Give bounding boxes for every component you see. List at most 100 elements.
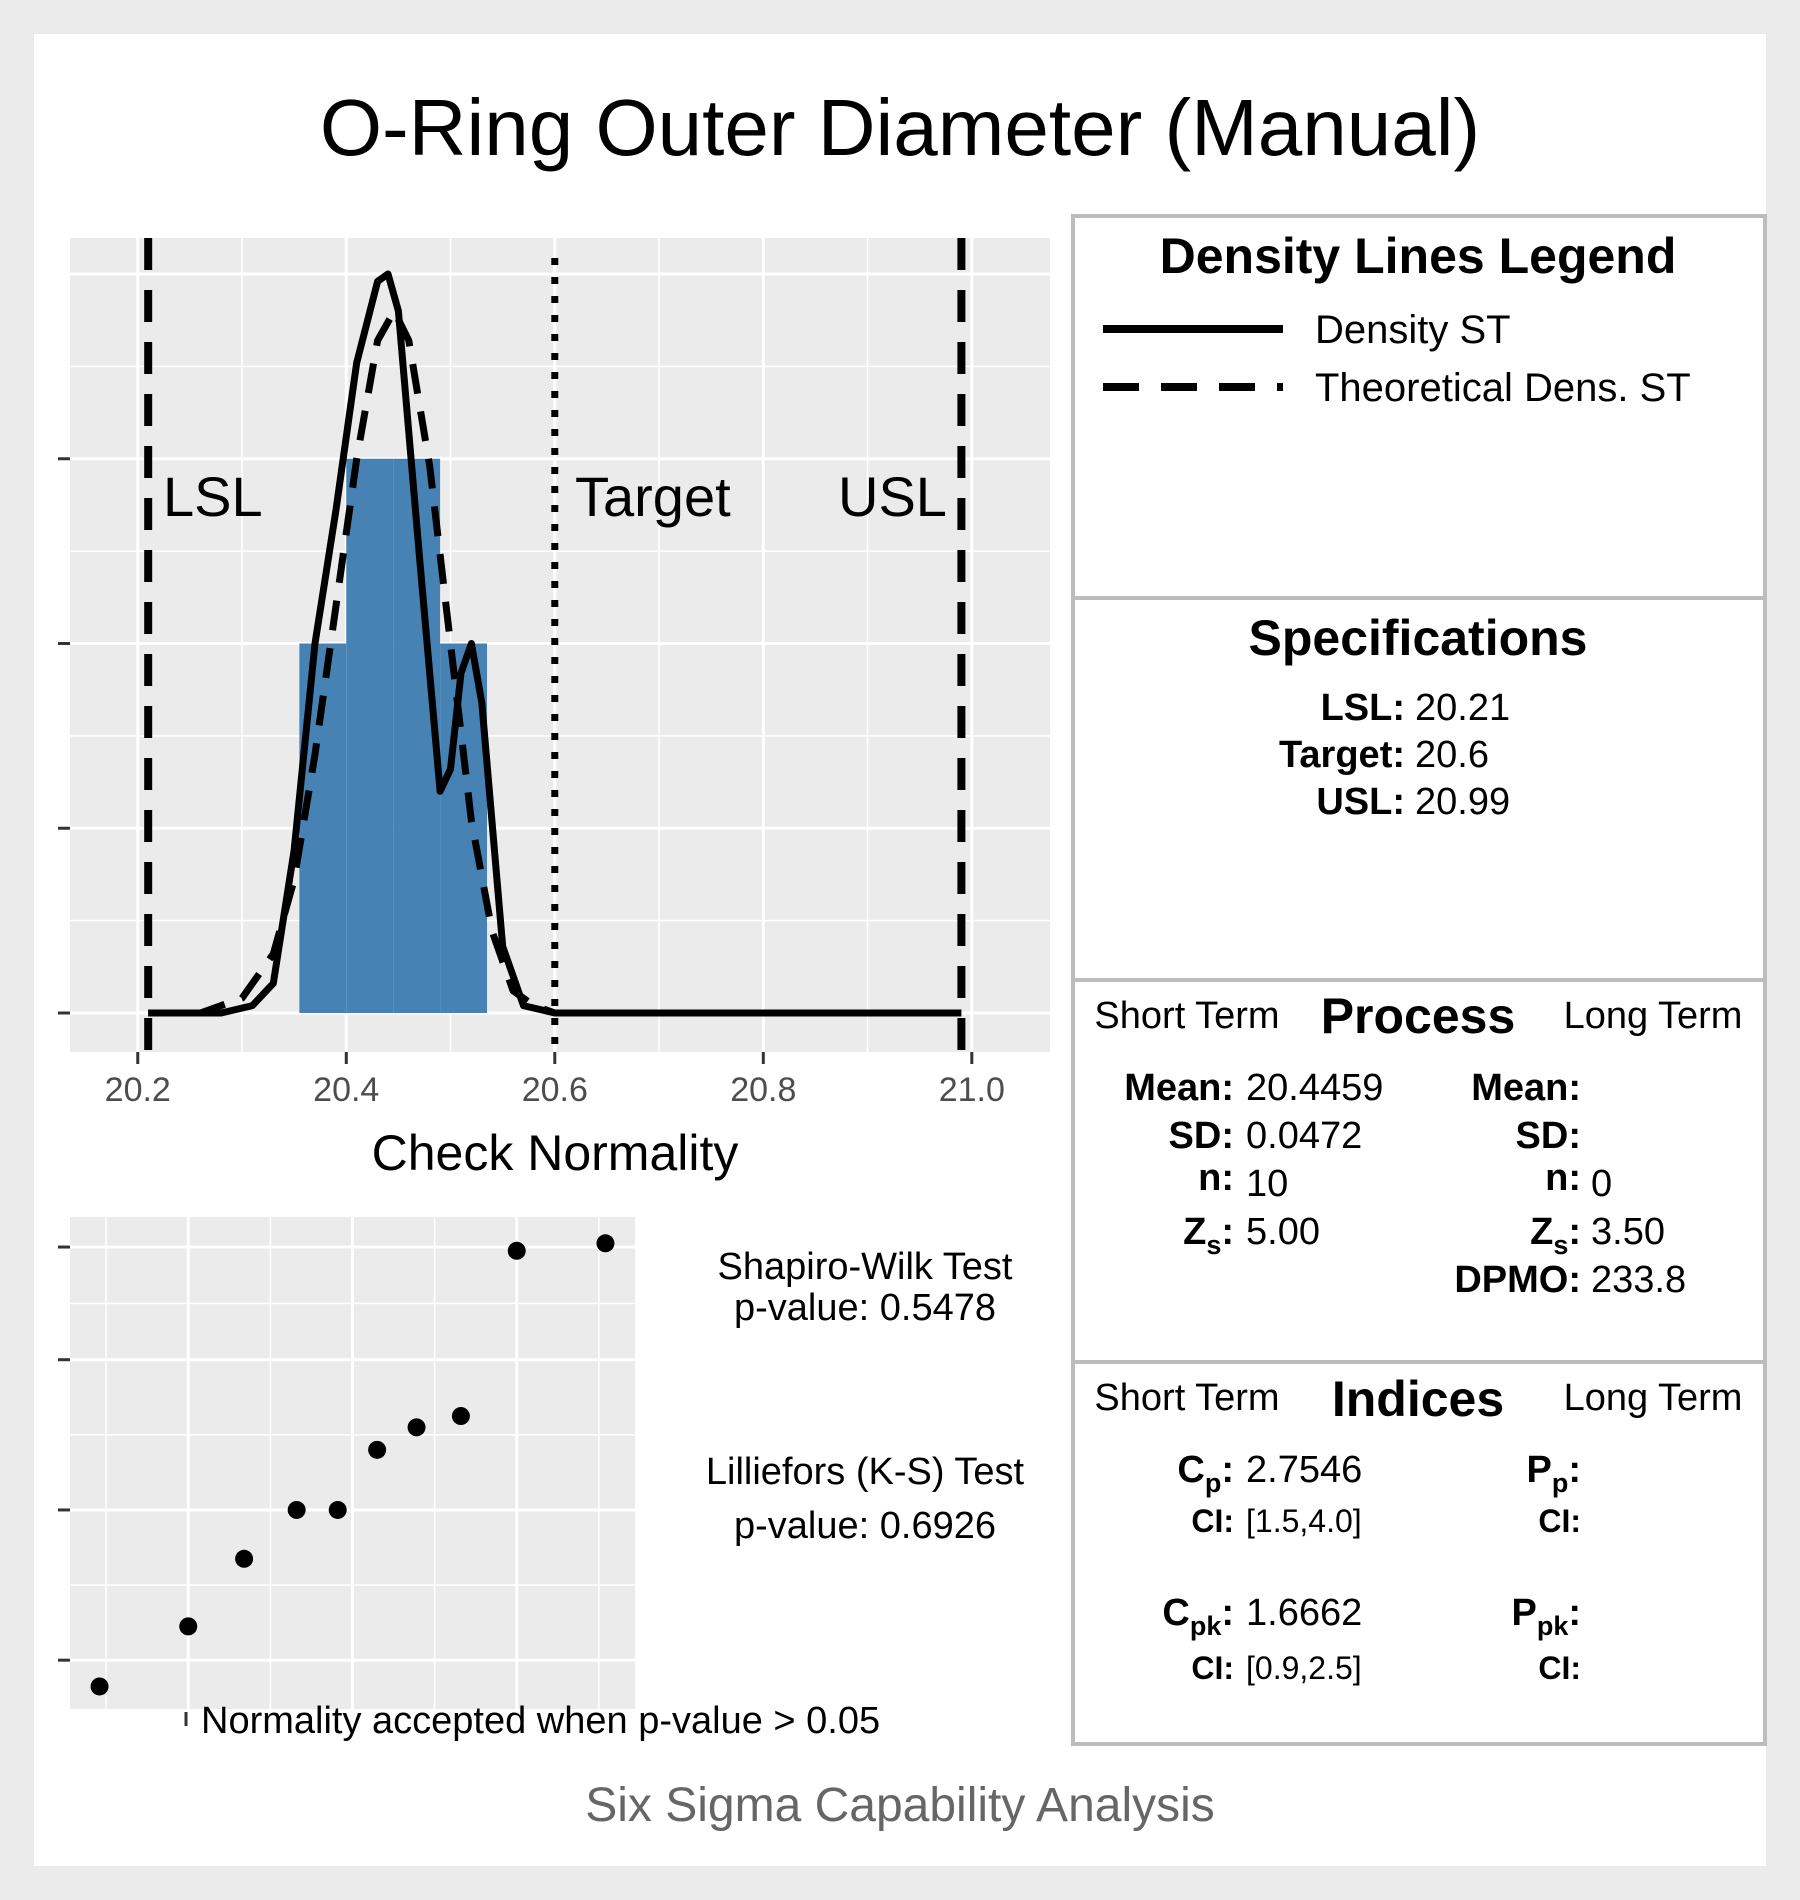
normality-note: Normality accepted when p-value > 0.05	[201, 1700, 880, 1742]
usl-label: USL	[838, 465, 947, 528]
cp-ci-label: CI:	[1191, 1503, 1234, 1539]
lt-dpmo-label: DPMO:	[1454, 1259, 1581, 1301]
histogram-y-ticks	[58, 457, 70, 1015]
indices-long-term-header: Long Term	[1564, 1377, 1743, 1419]
spec-target-label: Target:	[1279, 734, 1405, 776]
spec-usl-label: USL:	[1316, 781, 1405, 823]
st-mean-label: Mean:	[1124, 1067, 1234, 1109]
legend-title: Density Lines Legend	[1160, 228, 1677, 284]
ppk-label: Ppk:	[1511, 1592, 1581, 1641]
indices-short-term-header: Short Term	[1094, 1377, 1279, 1419]
st-sd-label: SD:	[1169, 1115, 1234, 1157]
histogram-bar-1	[346, 458, 394, 1013]
shapiro-pvalue: p-value: 0.5478	[734, 1287, 996, 1329]
lt-n-value: 0	[1591, 1163, 1612, 1205]
legend-box: Density Lines Legend Density ST Theoreti…	[1071, 214, 1767, 600]
hist-x-tick-label: 20.6	[522, 1071, 588, 1109]
lt-sd-label: SD:	[1516, 1115, 1581, 1157]
st-n-label: n:	[1198, 1157, 1234, 1199]
process-long-term-header: Long Term	[1564, 995, 1743, 1037]
cp-ci-value: [1.5,4.0]	[1246, 1503, 1362, 1539]
hist-x-tick-label: 20.2	[105, 1071, 171, 1109]
histogram-chart: 20.2 20.4 20.6 20.8 21.0 LSL Target USL	[58, 238, 1050, 1109]
cp-value: 2.7546	[1246, 1449, 1362, 1491]
qq-y-ticks	[58, 1245, 70, 1662]
st-n-value: 10	[1246, 1163, 1288, 1205]
hist-x-tick-label: 21.0	[939, 1071, 1005, 1109]
qq-point-2	[235, 1549, 254, 1568]
indices-frame	[1071, 1360, 1767, 1746]
spec-lines	[144, 238, 966, 1052]
st-sd-value: 0.0472	[1246, 1115, 1362, 1157]
normality-title: Check Normality	[372, 1125, 739, 1181]
pp-base: P	[1526, 1449, 1551, 1491]
process-title: Process	[1321, 988, 1516, 1044]
qq-point-9	[596, 1234, 615, 1253]
qq-point-4	[328, 1500, 347, 1519]
report-footer: Six Sigma Capability Analysis	[585, 1779, 1215, 1832]
specifications-frame	[1071, 596, 1767, 982]
st-mean-value: 20.4459	[1246, 1067, 1383, 1109]
st-zs-value: 5.00	[1246, 1211, 1320, 1253]
qq-point-1	[179, 1617, 198, 1636]
cpk-base: C	[1162, 1592, 1189, 1634]
cp-label: Cp:	[1177, 1449, 1234, 1498]
ppk-sub: pk	[1537, 1611, 1569, 1641]
qq-point-6	[407, 1418, 426, 1437]
lt-dpmo-value: 233.8	[1591, 1259, 1686, 1301]
density-st-curve	[148, 270, 962, 1017]
lt-mean-label: Mean:	[1471, 1067, 1581, 1109]
lilliefors-pvalue: p-value: 0.6926	[734, 1505, 996, 1547]
indices-box: Short Term Indices Long Term Cp: 2.7546 …	[1071, 1360, 1767, 1746]
spec-target-value: 20.6	[1415, 734, 1489, 776]
qq-grid	[70, 1217, 635, 1709]
hist-x-tick-label: 20.8	[730, 1071, 796, 1109]
cp-base: C	[1177, 1449, 1204, 1491]
report-title: O-Ring Outer Diameter (Manual)	[320, 83, 1480, 172]
ppk-ci-label: CI:	[1538, 1650, 1581, 1686]
process-short-term-header: Short Term	[1094, 995, 1279, 1037]
hist-x-tick-label: 20.4	[313, 1071, 379, 1109]
pp-label: Pp:	[1526, 1449, 1581, 1498]
qq-points	[90, 1234, 615, 1696]
lt-zs-label: Zs:	[1530, 1211, 1581, 1260]
ppk-base: P	[1511, 1592, 1536, 1634]
lsl-label: LSL	[163, 465, 263, 528]
st-zs-base: Z	[1183, 1211, 1206, 1253]
histogram-x-ticks: 20.2 20.4 20.6 20.8 21.0	[105, 1052, 1005, 1109]
spec-lsl-value: 20.21	[1415, 687, 1510, 729]
cpk-sub: pk	[1190, 1611, 1222, 1641]
qq-point-0	[90, 1677, 109, 1696]
specifications-box: Specifications LSL: 20.21 Target: 20.6 U…	[1071, 596, 1767, 982]
pp-sub: p	[1552, 1468, 1569, 1498]
process-frame	[1071, 978, 1767, 1364]
spec-lsl-label: LSL:	[1321, 687, 1405, 729]
theoretical-density-curve	[148, 307, 962, 1017]
qq-point-7	[451, 1407, 470, 1426]
cpk-ci-label: CI:	[1191, 1650, 1234, 1686]
spec-usl-value: 20.99	[1415, 781, 1510, 823]
lt-zs-sub: s	[1553, 1230, 1568, 1260]
shapiro-test-name: Shapiro-Wilk Test	[718, 1246, 1013, 1288]
lt-n-label: n:	[1545, 1157, 1581, 1199]
histogram-bars	[299, 458, 488, 1013]
qq-point-8	[507, 1241, 526, 1260]
legend-item-theoretical: Theoretical Dens. ST	[1315, 366, 1691, 410]
specifications-title: Specifications	[1249, 610, 1588, 666]
st-zs-sub: s	[1206, 1230, 1221, 1260]
pp-ci-label: CI:	[1538, 1503, 1581, 1539]
cpk-label: Cpk:	[1162, 1592, 1234, 1641]
st-zs-label: Zs:	[1183, 1211, 1234, 1260]
process-box: Short Term Process Long Term Mean: 20.44…	[1071, 978, 1767, 1364]
lt-zs-base: Z	[1530, 1211, 1553, 1253]
qq-point-5	[368, 1440, 387, 1459]
legend-item-density-st: Density ST	[1315, 308, 1511, 352]
target-label: Target	[575, 465, 731, 528]
cpk-ci-value: [0.9,2.5]	[1246, 1650, 1362, 1686]
qq-point-3	[287, 1500, 306, 1519]
cpk-value: 1.6662	[1246, 1592, 1362, 1634]
lt-zs-value: 3.50	[1591, 1211, 1665, 1253]
cp-sub: p	[1205, 1468, 1222, 1498]
lilliefors-test-name: Lilliefors (K-S) Test	[706, 1451, 1025, 1493]
